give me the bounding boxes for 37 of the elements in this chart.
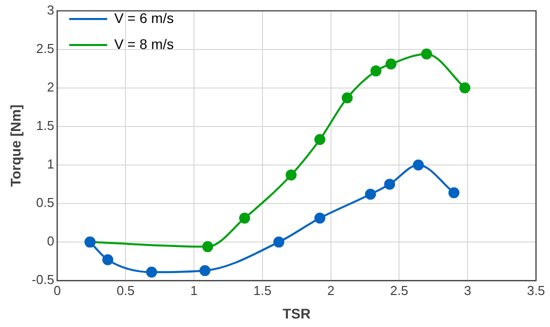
y-tick-label: 0 (46, 234, 54, 249)
legend-label: V = 6 m/s (114, 10, 174, 26)
point (448, 187, 460, 198)
x-tick-label: 1.5 (253, 282, 272, 298)
y-tick-label: 3 (46, 2, 54, 18)
point (199, 265, 210, 276)
point (286, 169, 297, 180)
y-tick-label: 0.5 (36, 195, 54, 210)
point (342, 92, 353, 104)
point (421, 48, 432, 60)
y-tick-label: 1 (46, 156, 54, 172)
point (370, 65, 382, 76)
y-axis-title: Torque [Nm] (7, 104, 24, 187)
y-tick-label: 2.5 (36, 40, 54, 56)
point (273, 236, 284, 248)
point (459, 82, 470, 94)
point (314, 134, 326, 146)
y-tick-label: -0.5 (32, 272, 54, 288)
x-tick-label: 3.5 (526, 282, 546, 298)
y-tick-label: 1.5 (36, 118, 54, 134)
x-tick-label: 1 (190, 282, 198, 298)
point (384, 178, 396, 190)
x-axis-title: TSR (282, 305, 311, 322)
x-tick-label: 2 (327, 282, 334, 298)
point (412, 159, 424, 170)
point (385, 58, 396, 70)
point (146, 266, 158, 278)
x-tick-label: 3 (464, 282, 472, 298)
x-tick-label: 0.5 (116, 282, 135, 298)
y-tick-label: 2 (46, 79, 54, 94)
legend-label: V = 8 m/s (114, 36, 174, 52)
point (102, 254, 114, 266)
point (364, 188, 376, 200)
point (239, 212, 250, 224)
point (202, 241, 214, 252)
point (314, 212, 326, 224)
x-tick-label: 2.5 (390, 282, 408, 298)
